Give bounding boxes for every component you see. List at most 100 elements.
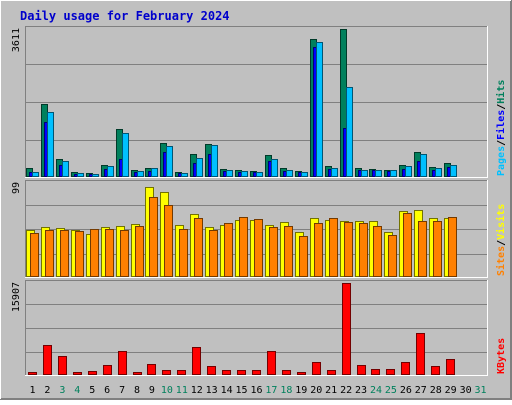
bar-kbytes-day-1 bbox=[28, 372, 37, 375]
x-label-day-24: 24 bbox=[370, 385, 382, 396]
x-label-day-27: 27 bbox=[415, 385, 427, 396]
x-label-day-1: 1 bbox=[29, 385, 35, 396]
y-max-label-kbytes: 15907 bbox=[11, 282, 22, 312]
bar-sites-day-21 bbox=[329, 218, 338, 277]
legend-entry-sep1: / bbox=[496, 240, 507, 246]
x-label-day-18: 18 bbox=[280, 385, 292, 396]
x-axis-labels: 1 2 3 4 5 6 7 8 9 10 11 12 13 14 15 16 17 18 19 20 21 22 23 24 2… bbox=[29, 385, 486, 396]
bar-pages-day-28 bbox=[435, 168, 442, 177]
x-label-day-3: 3 bbox=[59, 385, 65, 396]
bar-kbytes-day-13 bbox=[207, 366, 216, 375]
bar-pages-day-16 bbox=[256, 172, 263, 177]
bar-sites-day-18 bbox=[284, 226, 293, 277]
bar-sites-day-29 bbox=[448, 217, 457, 277]
bar-sites-day-26 bbox=[403, 213, 412, 277]
bar-sites-day-15 bbox=[239, 217, 248, 277]
bar-pages-day-11 bbox=[181, 173, 188, 177]
bar-pages-day-26 bbox=[405, 166, 412, 177]
bar-pages-day-10 bbox=[166, 146, 173, 177]
bar-sites-day-3 bbox=[60, 230, 69, 277]
bar-kbytes-day-6 bbox=[103, 365, 112, 375]
x-label-day-21: 21 bbox=[325, 385, 337, 396]
x-label-day-2: 2 bbox=[44, 385, 50, 396]
bar-kbytes-day-19 bbox=[297, 372, 306, 375]
bar-kbytes-day-25 bbox=[386, 369, 395, 375]
panel-visits-sites: 99 Sites/Visits bbox=[11, 180, 507, 278]
x-label-day-11: 11 bbox=[176, 385, 188, 396]
bar-kbytes-day-21 bbox=[327, 370, 336, 375]
x-label-day-12: 12 bbox=[191, 385, 203, 396]
bar-sites-day-8 bbox=[135, 226, 144, 277]
bars-hits-files-pages bbox=[26, 29, 457, 177]
x-label-day-19: 19 bbox=[295, 385, 307, 396]
bar-pages-day-17 bbox=[271, 159, 278, 177]
x-label-day-22: 22 bbox=[340, 385, 352, 396]
bar-pages-day-5 bbox=[92, 174, 99, 177]
bar-sites-day-6 bbox=[105, 229, 114, 277]
bar-kbytes-day-17 bbox=[267, 351, 276, 375]
bar-kbytes-day-9 bbox=[147, 364, 156, 375]
x-label-day-5: 5 bbox=[89, 385, 95, 396]
bar-pages-day-29 bbox=[450, 165, 457, 177]
x-label-day-28: 28 bbox=[430, 385, 442, 396]
x-label-day-14: 14 bbox=[221, 385, 233, 396]
legend-entry-pages: Pages bbox=[496, 146, 507, 176]
bar-pages-day-27 bbox=[420, 154, 427, 177]
bar-sites-day-27 bbox=[418, 221, 427, 277]
bar-kbytes-day-8 bbox=[133, 372, 142, 375]
bar-kbytes-day-20 bbox=[312, 362, 321, 375]
bar-sites-day-2 bbox=[45, 230, 54, 277]
bar-pages-day-22 bbox=[346, 87, 353, 177]
chart-panels: 3611Pages/Files/Hits99Sites/Visits15907K… bbox=[11, 26, 507, 376]
bar-pages-day-9 bbox=[151, 168, 158, 177]
bar-pages-day-13 bbox=[211, 145, 218, 177]
bar-kbytes-day-11 bbox=[177, 370, 186, 375]
bar-sites-day-23 bbox=[359, 223, 368, 277]
bar-pages-day-21 bbox=[331, 168, 338, 177]
bar-pages-day-2 bbox=[47, 112, 54, 177]
bar-sites-day-5 bbox=[90, 229, 99, 277]
bar-pages-day-20 bbox=[316, 42, 323, 177]
bar-kbytes-day-18 bbox=[282, 370, 291, 375]
x-label-day-15: 15 bbox=[236, 385, 248, 396]
bar-pages-day-4 bbox=[77, 173, 84, 177]
legend-entry-sep1: / bbox=[496, 140, 507, 146]
x-label-day-4: 4 bbox=[74, 385, 80, 396]
legend-visits-sites: Sites/Visits bbox=[495, 204, 507, 276]
x-label-day-26: 26 bbox=[400, 385, 412, 396]
bars-kbytes bbox=[28, 283, 455, 375]
x-label-day-8: 8 bbox=[134, 385, 140, 396]
bar-kbytes-day-2 bbox=[43, 345, 52, 375]
legend-entry-visits: Visits bbox=[495, 204, 507, 240]
y-max-label-visits-sites: 99 bbox=[11, 182, 22, 194]
bar-sites-day-11 bbox=[179, 229, 188, 277]
bar-pages-day-6 bbox=[107, 166, 114, 177]
x-label-day-10: 10 bbox=[161, 385, 173, 396]
x-label-day-7: 7 bbox=[119, 385, 125, 396]
bar-pages-day-3 bbox=[62, 161, 69, 177]
bar-pages-day-15 bbox=[241, 171, 248, 177]
bar-kbytes-day-7 bbox=[118, 351, 127, 375]
bar-kbytes-day-15 bbox=[237, 370, 246, 375]
x-label-day-16: 16 bbox=[250, 385, 262, 396]
bar-pages-day-23 bbox=[361, 170, 368, 177]
legend-entry-kbytes: KBytes bbox=[496, 338, 507, 374]
legend-hits-files-pages: Pages/Files/Hits bbox=[495, 80, 507, 176]
bar-pages-day-7 bbox=[122, 133, 129, 177]
bar-kbytes-day-23 bbox=[357, 365, 366, 375]
bar-sites-day-1 bbox=[30, 233, 39, 277]
bar-kbytes-day-14 bbox=[222, 370, 231, 375]
bar-sites-day-25 bbox=[388, 235, 397, 277]
bar-sites-day-19 bbox=[299, 236, 308, 277]
bar-kbytes-day-3 bbox=[58, 356, 67, 375]
bar-sites-day-28 bbox=[433, 221, 442, 277]
legend-entry-sites: Sites bbox=[495, 246, 507, 276]
bar-pages-day-1 bbox=[32, 172, 39, 177]
bar-pages-day-25 bbox=[390, 170, 397, 177]
bar-sites-day-20 bbox=[314, 223, 323, 277]
bar-sites-day-14 bbox=[224, 223, 233, 277]
bar-sites-day-24 bbox=[373, 226, 382, 277]
panel-kbytes: 15907 KBytes bbox=[11, 280, 507, 376]
